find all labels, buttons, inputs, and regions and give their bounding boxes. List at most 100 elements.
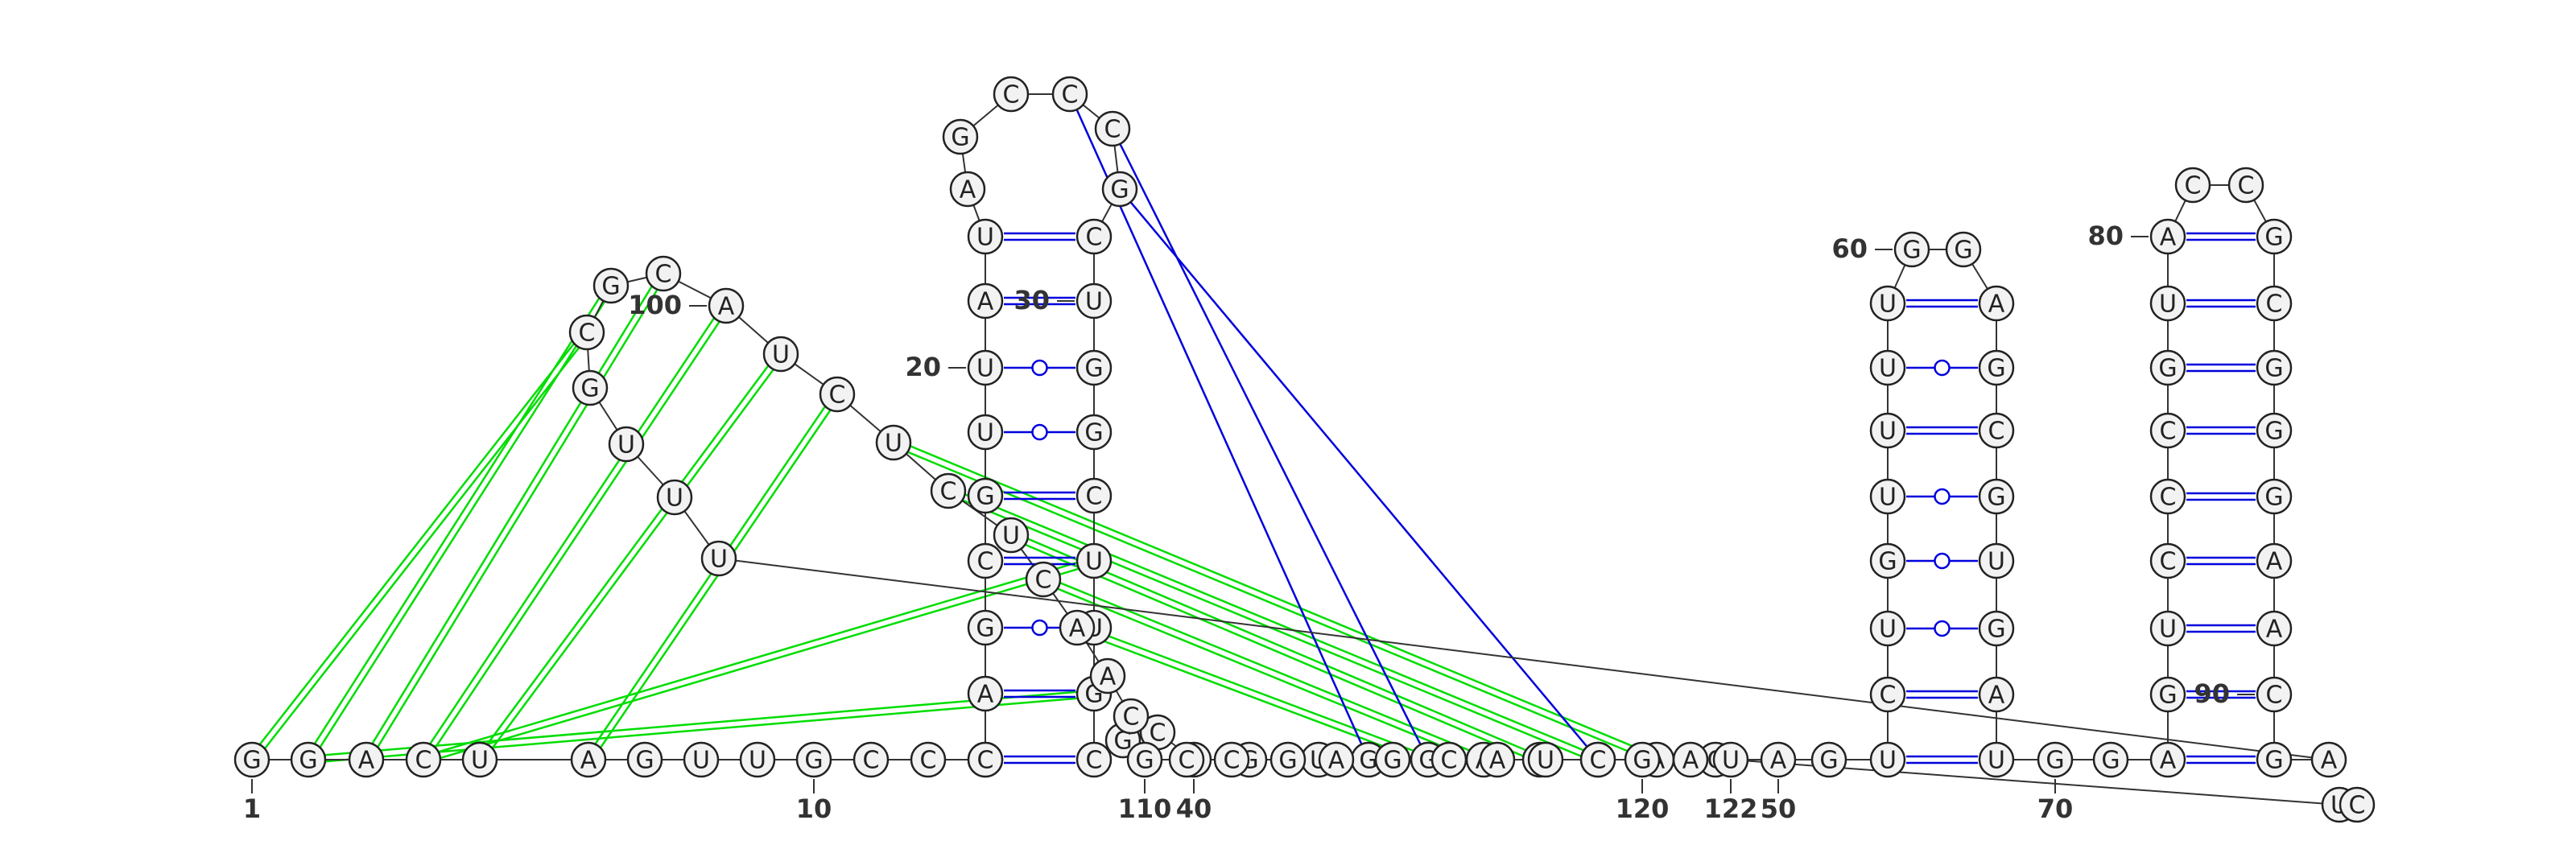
nucleotide-circle [2174, 167, 2211, 204]
nucleotide: G [1374, 741, 1411, 778]
nucleotide-letter: U [1879, 747, 1897, 775]
nucleotide-circle [967, 675, 1004, 712]
nucleotide-letter: A [1489, 747, 1506, 775]
nucleotide: U [1869, 741, 1906, 778]
nucleotide-letter: G [1113, 727, 1132, 756]
tertiary-interaction-line [304, 283, 609, 759]
nucleotide-circle [2149, 741, 2186, 778]
nucleotide: A [570, 741, 607, 778]
nucleotide: U [683, 741, 720, 778]
nucleotide-circle [967, 218, 1004, 255]
nucleotide-letter: G [976, 483, 994, 511]
tertiary-interaction-line [308, 689, 1094, 758]
nucleotide-circle [2256, 542, 2293, 579]
nucleotide-circle [656, 479, 693, 516]
position-label: 122 [1704, 793, 1758, 824]
nucleotide-letter: C [1086, 747, 1103, 775]
nucleotide-letter: C [920, 747, 937, 775]
nucleotide-letter: C [977, 747, 994, 775]
nucleotide: U [762, 336, 799, 373]
nucleotide-letter: G [1278, 747, 1297, 775]
nucleotide-circle [2149, 676, 2186, 713]
nucleotide: C [1075, 218, 1113, 255]
nucleotide-circle [2037, 741, 2074, 778]
nucleotide: U [1869, 349, 1906, 386]
tertiary-interaction-line [1077, 624, 1430, 758]
nucleotide-circle [461, 741, 498, 778]
nucleotide-letter: U [885, 430, 902, 458]
nucleotide-circle [568, 314, 605, 351]
nucleotide: C [1869, 676, 1906, 713]
position-label: 40 [1176, 793, 1212, 824]
nucleotide-circle [1075, 542, 1113, 579]
nucleotide-letter: C [1086, 483, 1103, 511]
position-label: 100 [628, 290, 682, 320]
nucleotide: A [1318, 741, 1355, 778]
nucleotide: C [2339, 786, 2376, 823]
position-label: 1 [243, 793, 261, 824]
nucleotide-circle [570, 741, 607, 778]
tertiary-interaction-line [422, 556, 1094, 758]
nucleotide-letter: G [1954, 237, 1972, 265]
nucleotide-circle [1527, 741, 1564, 778]
nucleotide: A [2149, 741, 2186, 778]
nucleotide-letter: C [655, 261, 672, 289]
nucleotide-circle [1869, 285, 1906, 322]
nucleotide: G [2037, 741, 2074, 778]
nucleotide-circle [1075, 218, 1113, 255]
nucleotide-letter: G [601, 273, 620, 301]
nucleotide-letter: U [666, 484, 683, 513]
tertiary-interaction-line [949, 487, 1600, 758]
tertiary-interaction-line [894, 439, 1659, 758]
position-label: 110 [1118, 793, 1172, 824]
nucleotide-letter: G [1084, 419, 1103, 447]
nucleotide-letter: G [2264, 484, 2283, 512]
nucleotide-circle [1712, 741, 1749, 778]
nucleotide-letter: U [710, 546, 728, 574]
nucleotide: U [993, 517, 1030, 554]
nucleotide-circle [2092, 741, 2129, 778]
nucleotide-circle [967, 542, 1004, 579]
nucleotide-circle [1089, 657, 1126, 694]
nucleotide-letter: G [242, 747, 261, 775]
nucleotide: U [875, 424, 912, 461]
nucleotide: G [2256, 412, 2293, 449]
nucleotide-circle [1978, 412, 2015, 449]
nucleotide: G [1978, 610, 2015, 647]
nucleotide-circle [1672, 741, 1709, 778]
nucleotide: C [819, 376, 856, 413]
nucleotide-circle [645, 255, 682, 292]
nucleotide: U [1075, 282, 1113, 319]
nucleotide-letter: U [1537, 747, 1554, 775]
nucleotide-letter: C [940, 478, 957, 506]
nucleotide-letter: C [1104, 116, 1121, 144]
nucleotide: C [2256, 676, 2293, 713]
long-range-pair-line [1111, 128, 1430, 760]
nucleotide-letter: G [2264, 355, 2283, 383]
nucleotide-letter: C [863, 747, 880, 775]
nucleotide-circle [2149, 218, 2186, 255]
nucleotide: C [1075, 741, 1113, 778]
nucleotide-letter: U [772, 341, 790, 369]
position-label: 70 [2037, 793, 2074, 824]
nucleotide-circle [2256, 349, 2293, 386]
nucleotide-circle [2149, 542, 2186, 579]
tertiary-interaction-line [481, 355, 785, 763]
tertiary-interaction-line [423, 563, 1096, 765]
nucleotide-circle [967, 609, 1004, 646]
nucleotide-circle [1318, 741, 1355, 778]
nucleotide-circle [1869, 349, 1906, 386]
nucleotide: C [645, 255, 682, 292]
nucleotide: G [1269, 741, 1307, 778]
nucleotide-circle [930, 472, 967, 509]
nucleotide-letter: U [1879, 291, 1897, 319]
nucleotide: C [1025, 561, 1062, 598]
nucleotide: A [949, 171, 986, 208]
nucleotide: G [1978, 478, 2015, 515]
long-range-pair-line [1119, 188, 1599, 760]
nucleotide-letter: C [2266, 291, 2283, 319]
nucleotide: C [2149, 412, 2186, 449]
nucleotide-circle [1168, 741, 1205, 778]
nucleotide-circle [1094, 110, 1131, 147]
